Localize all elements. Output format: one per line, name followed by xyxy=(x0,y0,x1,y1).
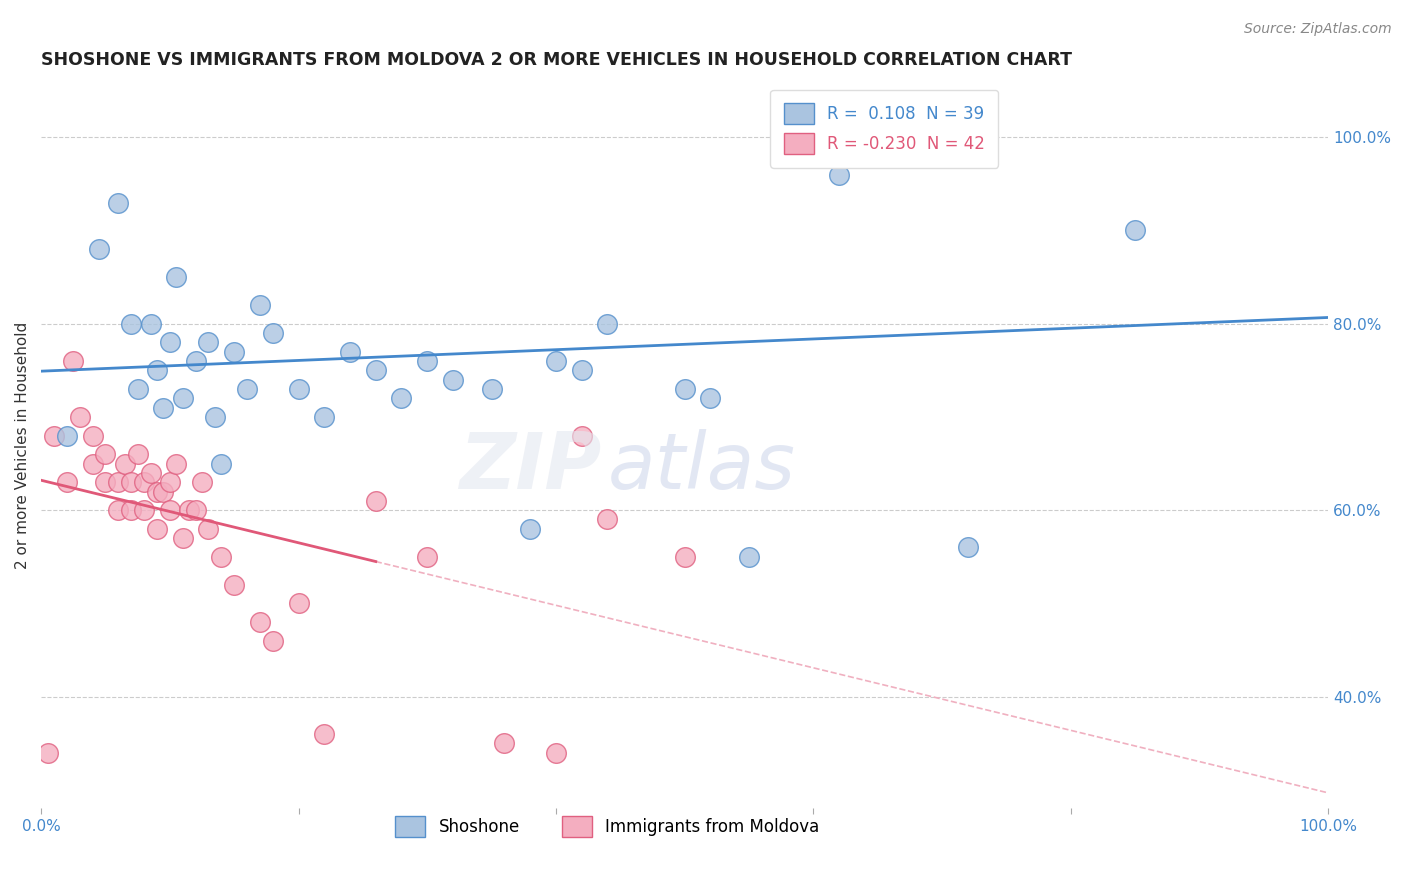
Point xyxy=(738,549,761,564)
Point xyxy=(314,409,336,424)
Point xyxy=(139,466,162,480)
Point xyxy=(287,382,309,396)
Point xyxy=(107,195,129,210)
Y-axis label: 2 or more Vehicles in Household: 2 or more Vehicles in Household xyxy=(15,321,30,568)
Point xyxy=(146,363,169,377)
Point xyxy=(132,503,155,517)
Point xyxy=(172,531,194,545)
Point xyxy=(224,344,246,359)
Point xyxy=(165,270,187,285)
Point xyxy=(127,447,149,461)
Text: ZIP: ZIP xyxy=(458,429,600,505)
Point xyxy=(673,382,696,396)
Point xyxy=(314,727,336,741)
Point xyxy=(87,242,110,256)
Point xyxy=(159,335,181,350)
Point xyxy=(127,382,149,396)
Point xyxy=(179,503,201,517)
Point xyxy=(209,457,232,471)
Point xyxy=(249,615,271,629)
Point xyxy=(94,447,117,461)
Point xyxy=(159,503,181,517)
Point xyxy=(82,457,104,471)
Point xyxy=(1123,223,1146,237)
Point xyxy=(544,746,567,760)
Point xyxy=(152,401,174,415)
Point xyxy=(364,493,387,508)
Point xyxy=(596,317,619,331)
Point xyxy=(801,130,824,145)
Point xyxy=(42,428,65,442)
Point xyxy=(197,335,219,350)
Text: Source: ZipAtlas.com: Source: ZipAtlas.com xyxy=(1244,22,1392,37)
Point xyxy=(236,382,259,396)
Point xyxy=(107,475,129,490)
Point xyxy=(699,392,721,406)
Point xyxy=(191,475,214,490)
Point xyxy=(107,503,129,517)
Point xyxy=(544,354,567,368)
Point xyxy=(139,317,162,331)
Point xyxy=(146,522,169,536)
Point xyxy=(94,475,117,490)
Point xyxy=(120,317,142,331)
Point xyxy=(197,522,219,536)
Point xyxy=(224,578,246,592)
Point xyxy=(481,382,503,396)
Point xyxy=(209,549,232,564)
Point xyxy=(69,409,91,424)
Point xyxy=(152,484,174,499)
Point xyxy=(262,633,284,648)
Point xyxy=(416,549,439,564)
Point xyxy=(62,354,84,368)
Point xyxy=(56,475,79,490)
Point xyxy=(172,392,194,406)
Point xyxy=(673,549,696,564)
Point xyxy=(37,746,59,760)
Point xyxy=(262,326,284,340)
Text: atlas: atlas xyxy=(607,429,796,505)
Point xyxy=(132,475,155,490)
Point xyxy=(391,392,413,406)
Point xyxy=(828,168,851,182)
Point xyxy=(596,512,619,526)
Point xyxy=(204,409,226,424)
Point xyxy=(165,457,187,471)
Point xyxy=(184,503,207,517)
Point xyxy=(120,475,142,490)
Point xyxy=(56,428,79,442)
Point xyxy=(249,298,271,312)
Point xyxy=(494,736,516,750)
Point xyxy=(82,428,104,442)
Point xyxy=(956,541,979,555)
Point xyxy=(146,484,169,499)
Point xyxy=(339,344,361,359)
Point xyxy=(441,373,464,387)
Point xyxy=(866,130,889,145)
Point xyxy=(416,354,439,368)
Point xyxy=(519,522,541,536)
Point xyxy=(120,503,142,517)
Point xyxy=(184,354,207,368)
Point xyxy=(114,457,136,471)
Point xyxy=(364,363,387,377)
Point xyxy=(159,475,181,490)
Point xyxy=(571,363,593,377)
Point xyxy=(571,428,593,442)
Text: SHOSHONE VS IMMIGRANTS FROM MOLDOVA 2 OR MORE VEHICLES IN HOUSEHOLD CORRELATION : SHOSHONE VS IMMIGRANTS FROM MOLDOVA 2 OR… xyxy=(41,51,1073,69)
Point xyxy=(287,596,309,610)
Legend: Shoshone, Immigrants from Moldova: Shoshone, Immigrants from Moldova xyxy=(389,809,825,844)
